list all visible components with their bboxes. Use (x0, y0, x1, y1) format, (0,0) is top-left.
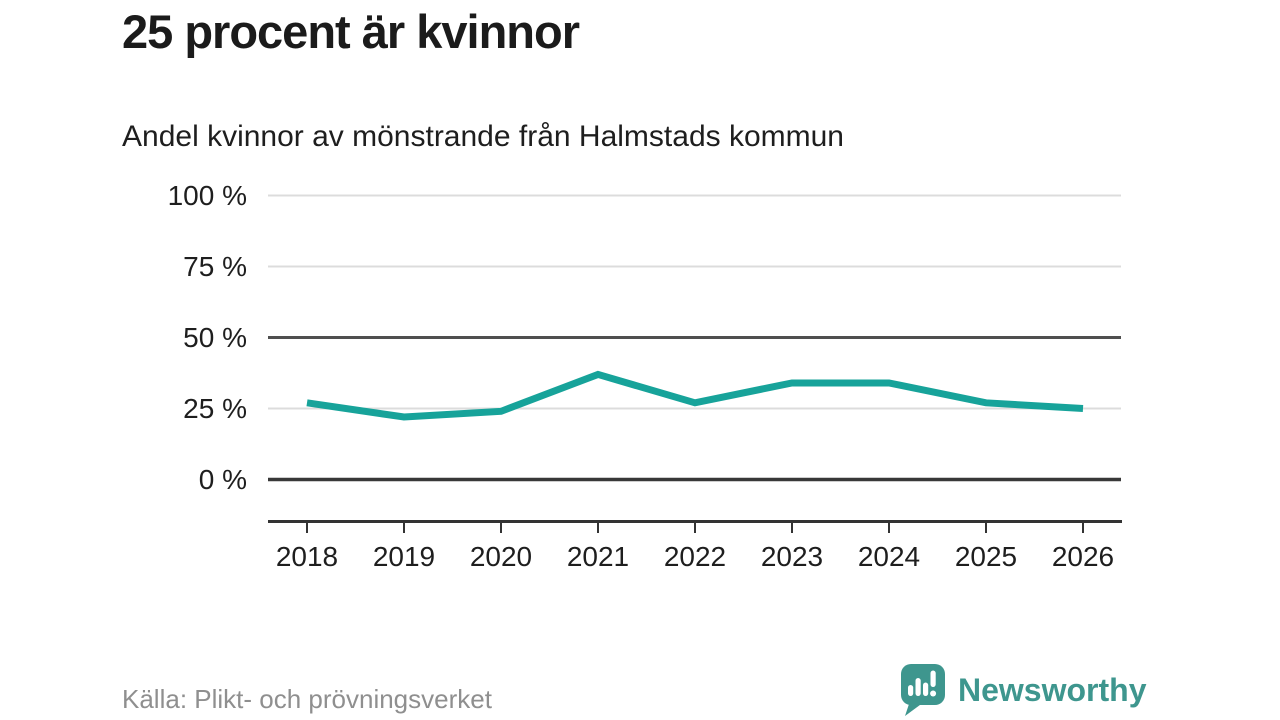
x-tick-label-2018: 2018 (275, 541, 339, 572)
data-line-andel-kvinnor-av-mönstrande (306, 370, 1084, 421)
y-tick-label-25: 25 % (183, 392, 247, 424)
x-tick-label-2022: 2022 (663, 541, 727, 572)
x-tick-label-2023: 2023 (760, 541, 824, 572)
newsworthy-logo-text: Newsworthy (958, 671, 1147, 708)
bar-chart-speech-bubble-icon (901, 664, 945, 716)
x-tick-label-2019: 2019 (372, 541, 436, 572)
y-tick-label-50: 50 % (183, 321, 247, 353)
newsworthy-logo: Newsworthy (900, 662, 1146, 718)
x-tick-label-2024: 2024 (857, 541, 921, 572)
chart-title: 25 procent är kvinnor (122, 5, 580, 58)
x-tick-label-2026: 2026 (1051, 541, 1115, 572)
x-tick-label-2020: 2020 (469, 541, 533, 572)
y-tick-label-75: 75 % (183, 250, 247, 282)
y-tick-label-100: 100 % (167, 179, 247, 211)
y-tick-label-0: 0 % (198, 463, 247, 495)
source-note: Källa: Plikt- och prövningsverket (122, 684, 492, 714)
x-tick-label-2025: 2025 (954, 541, 1018, 572)
x-tick-label-2021: 2021 (566, 541, 630, 572)
chart-subtitle: Andel kvinnor av mönstrande från Halmsta… (122, 120, 844, 153)
